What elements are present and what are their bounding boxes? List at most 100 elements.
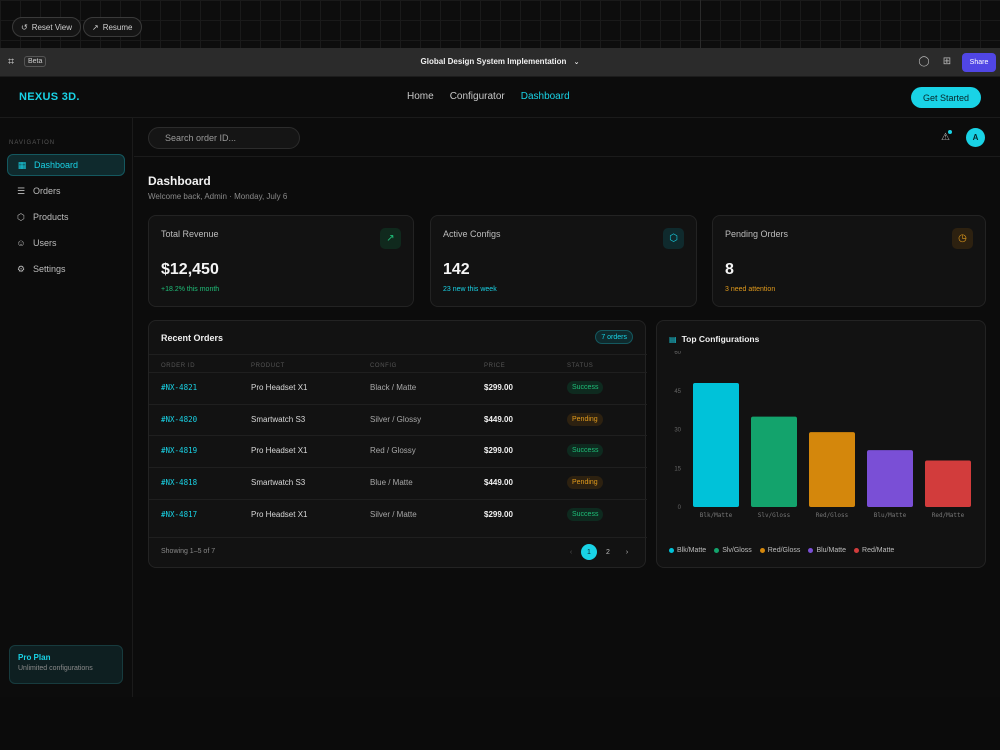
legend-item: Blk/Matte xyxy=(669,547,706,554)
stat-label: Active Configs xyxy=(443,229,501,239)
pagination-page-2[interactable]: 2 xyxy=(600,544,616,560)
stat-card-revenue: Total Revenue ↗ $12,450 +18.2% this mont… xyxy=(148,215,414,307)
editor-toolbar: ⌗ Beta Global Design System Implementati… xyxy=(0,48,1000,77)
legend-swatch xyxy=(714,548,719,553)
sidebar-item-settings[interactable]: ⚙ Settings xyxy=(7,258,125,280)
chart-header: ▤ Top Configurations xyxy=(669,334,759,344)
order-config: Red / Glossy xyxy=(370,446,416,455)
chevron-down-icon: ⌄ xyxy=(574,59,580,66)
resume-button[interactable]: ↗ Resume xyxy=(83,17,142,37)
pagination-prev-button[interactable]: ‹ xyxy=(563,544,579,560)
cart-icon: ☰ xyxy=(16,186,26,196)
page-subtitle: Welcome back, Admin · Monday, July 6 xyxy=(148,192,287,201)
order-id-link: #NX-4817 xyxy=(161,510,197,519)
y-tick-label: 45 xyxy=(674,389,681,395)
status-badge: Success xyxy=(567,508,603,521)
row-divider xyxy=(149,499,647,500)
sidebar-item-dashboard[interactable]: ▦ Dashboard xyxy=(7,154,125,176)
chart-bar[interactable] xyxy=(925,461,971,508)
legend-label: Red/Gloss xyxy=(768,547,801,554)
order-price: $299.00 xyxy=(484,510,513,519)
top-configurations-card: ▤ Top Configurations 0 15 30 45 60 Blk/Matte S… xyxy=(656,320,986,568)
table-divider xyxy=(149,537,647,538)
expand-icon: ↗ xyxy=(92,23,99,32)
stat-label: Total Revenue xyxy=(161,229,219,239)
sidebar-item-orders[interactable]: ☰ Orders xyxy=(7,180,125,202)
table-divider xyxy=(149,354,647,355)
legend-item: Blu/Matte xyxy=(808,547,846,554)
app-frame: NEXUS 3D. Home Configurator Dashboard Ge… xyxy=(0,77,1000,697)
sidebar-heading: NAVIGATION xyxy=(9,140,55,146)
reset-view-button[interactable]: ↺ Reset View xyxy=(12,17,81,37)
status-badge: Pending xyxy=(567,476,603,489)
row-divider xyxy=(149,435,647,436)
nav-link-dashboard[interactable]: Dashboard xyxy=(521,91,570,102)
main-content: Search order ID... ⚠ A Dashboard Welcome… xyxy=(134,118,1000,697)
chart-bar[interactable] xyxy=(751,417,797,507)
order-product: Pro Headset X1 xyxy=(251,446,307,455)
nav-link-home[interactable]: Home xyxy=(407,91,434,102)
canvas-strip: ↺ Reset View ↗ Resume xyxy=(0,0,1000,48)
sidebar-item-label: Dashboard xyxy=(34,160,78,170)
file-title: Global Design System Implementation xyxy=(421,57,567,66)
stat-sub: 23 new this week xyxy=(443,286,497,293)
sidebar-item-label: Settings xyxy=(33,264,66,274)
chart-legend: Blk/Matte Slv/Gloss Red/Gloss Blu/Matte Red/… xyxy=(669,547,894,554)
y-tick-label: 30 xyxy=(674,428,681,434)
column-header: CONFIG xyxy=(370,363,397,369)
share-button[interactable]: Share xyxy=(962,53,996,72)
pro-plan-card[interactable]: Pro Plan Unlimited configurations xyxy=(9,645,123,684)
pro-plan-title: Pro Plan xyxy=(18,653,114,662)
header-divider xyxy=(134,156,1000,157)
x-tick-label: Blu/Matte xyxy=(874,512,907,519)
file-title-menu[interactable]: Global Design System Implementation ⌄ xyxy=(0,57,1000,66)
order-product: Pro Headset X1 xyxy=(251,383,307,392)
order-price: $299.00 xyxy=(484,383,513,392)
pagination-page-1[interactable]: 1 xyxy=(581,544,597,560)
resume-label: Resume xyxy=(103,23,133,32)
pro-plan-subtitle: Unlimited configurations xyxy=(18,665,114,672)
pagination-next-button[interactable]: › xyxy=(619,544,635,560)
stat-card-configs: Active Configs ⬡ 142 23 new this week xyxy=(430,215,697,307)
search-input[interactable]: Search order ID... xyxy=(148,127,300,149)
sidebar-item-products[interactable]: ⬡ Products xyxy=(7,206,125,228)
column-header: PRODUCT xyxy=(251,363,285,369)
legend-swatch xyxy=(669,548,674,553)
brand-logo[interactable]: NEXUS 3D. xyxy=(19,91,80,103)
order-product: Smartwatch S3 xyxy=(251,478,305,487)
nav-link-configurator[interactable]: Configurator xyxy=(450,91,505,102)
status-badge: Success xyxy=(567,381,603,394)
grid-icon: ▦ xyxy=(17,160,27,170)
orders-title: Recent Orders xyxy=(161,333,223,343)
order-price: $449.00 xyxy=(484,415,513,424)
reset-icon: ↺ xyxy=(21,23,28,32)
sidebar-item-label: Users xyxy=(33,238,57,248)
pagination-summary: Showing 1–5 of 7 xyxy=(161,548,215,555)
notification-dot xyxy=(948,130,952,134)
chart-bar[interactable] xyxy=(867,450,913,507)
chart-bar[interactable] xyxy=(809,432,855,507)
order-config: Silver / Matte xyxy=(370,510,417,519)
gear-icon: ⚙ xyxy=(16,264,26,274)
legend-item: Red/Matte xyxy=(854,547,894,554)
inspect-icon[interactable]: ⊞ xyxy=(941,56,953,68)
users-icon: ☺ xyxy=(16,238,26,248)
bar-chart: 015304560Blk/Matte Slv/Gloss Red/Gloss Blu/… xyxy=(657,351,987,541)
order-id-link: #NX-4819 xyxy=(161,446,197,455)
chart-bar[interactable] xyxy=(693,383,739,507)
box-icon: ⬡ xyxy=(16,212,26,222)
get-started-button[interactable]: Get Started xyxy=(911,87,981,108)
x-tick-label: Blk/Matte xyxy=(700,512,733,519)
order-id-link: #NX-4818 xyxy=(161,478,197,487)
legend-swatch xyxy=(808,548,813,553)
bell-icon[interactable]: ⚠ xyxy=(941,132,950,143)
comment-icon[interactable]: ◯ xyxy=(918,56,930,68)
sidebar-item-users[interactable]: ☺ Users xyxy=(7,232,125,254)
page-title: Dashboard xyxy=(148,174,211,188)
bar-chart-icon: ▤ xyxy=(669,335,677,344)
avatar[interactable]: A xyxy=(966,128,985,147)
status-badge: Pending xyxy=(567,413,603,426)
legend-label: Blk/Matte xyxy=(677,547,706,554)
legend-item: Slv/Gloss xyxy=(714,547,752,554)
stat-sub: 3 need attention xyxy=(725,286,775,293)
